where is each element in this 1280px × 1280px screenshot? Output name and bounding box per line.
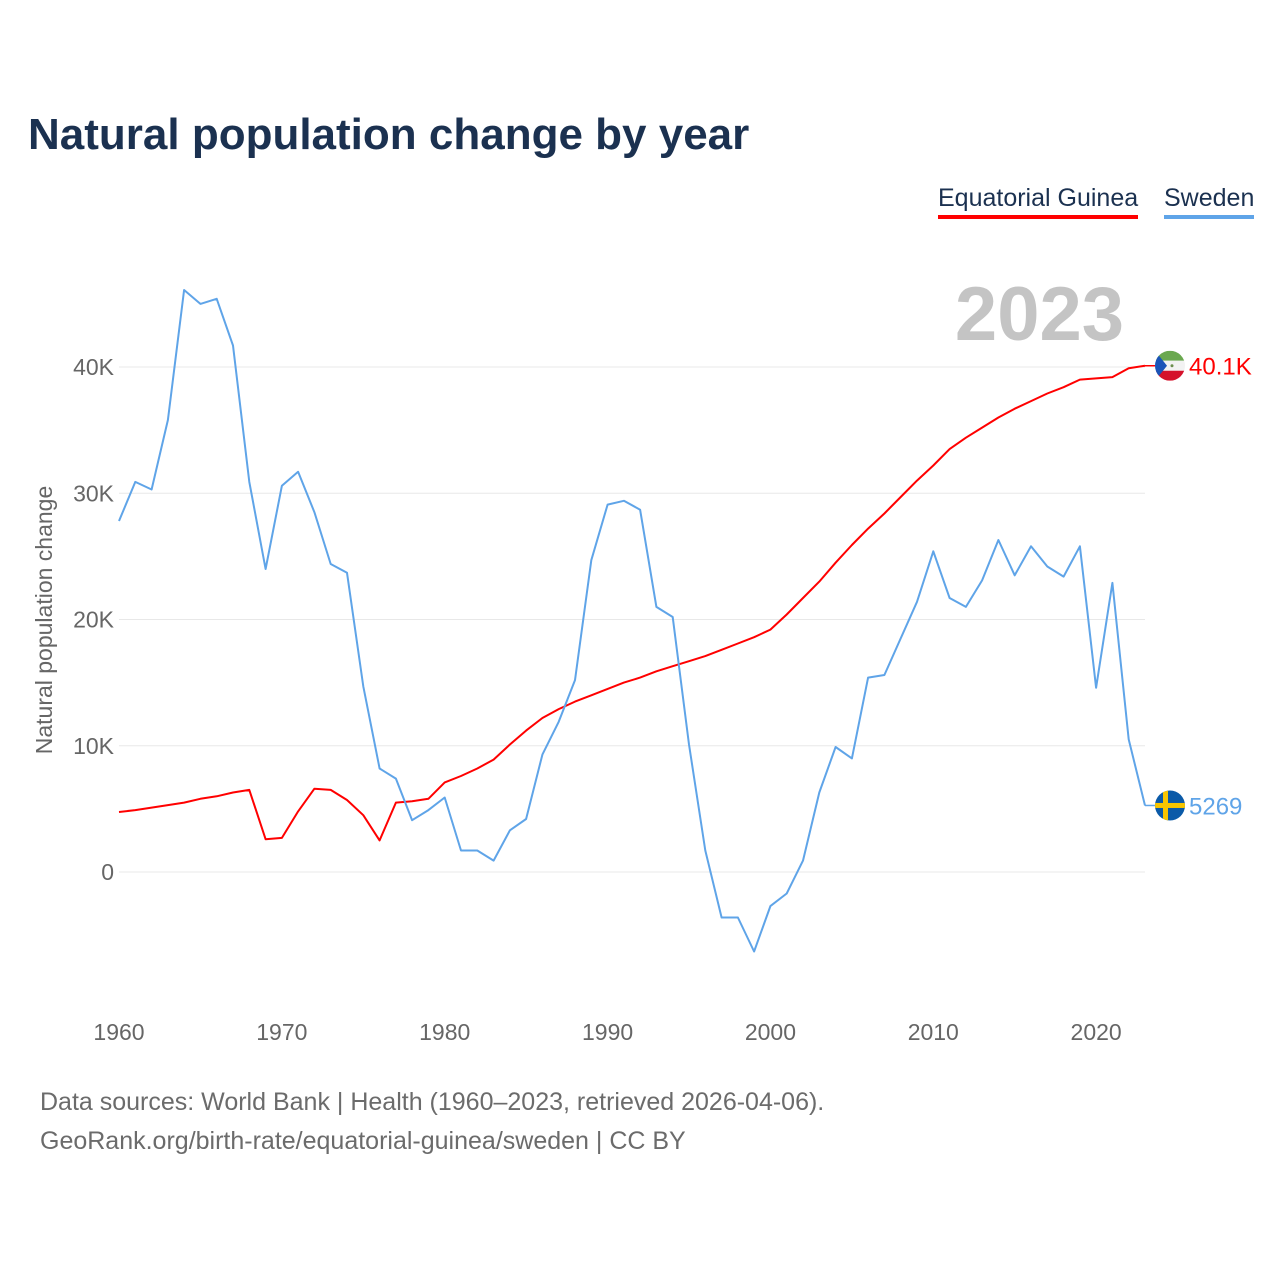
x-tick-label: 1960 [93,1019,144,1045]
x-tick-label: 2010 [908,1019,959,1045]
legend-sweden[interactable]: Sweden [1164,184,1255,219]
y-tick-label: 0 [101,859,114,885]
x-tick-label: 1980 [419,1019,470,1045]
footer-link[interactable]: GeoRank.org/birth-rate/equatorial-guinea… [40,1127,686,1155]
chart-title: Natural population change by year [28,110,750,159]
footer-sources: Data sources: World Bank | Health (1960–… [40,1088,825,1116]
series-line-equatorial-guinea [118,364,1146,842]
y-tick-label: 10K [73,733,115,759]
y-axis-label: Natural population change [31,486,57,755]
x-tick-label: 2020 [1071,1019,1122,1045]
sweden-flag-icon [1155,790,1185,821]
series-line-sweden [118,289,1146,953]
x-tick-label: 2000 [745,1019,796,1045]
equatorial-guinea-flag-icon [1155,350,1185,381]
end-value-label: 5269 [1189,793,1242,820]
x-tick-label: 1990 [582,1019,633,1045]
x-tick-label: 1970 [256,1019,307,1045]
y-tick-label: 20K [73,607,115,633]
legend-equatorial-guinea[interactable]: Equatorial Guinea [938,184,1139,219]
year-label: 2023 [955,272,1124,357]
y-tick-label: 40K [73,354,115,380]
y-tick-label: 30K [73,480,115,506]
end-value-label: 40.1K [1189,354,1252,381]
